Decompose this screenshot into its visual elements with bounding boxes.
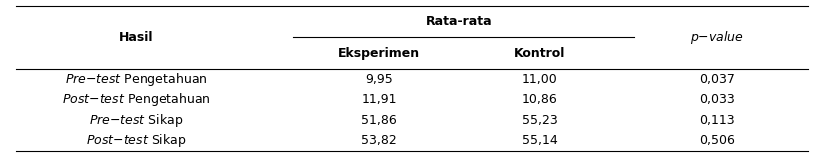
Text: $\it{Post}$$\it{-}$$\it{test}$ Sikap: $\it{Post}$$\it{-}$$\it{test}$ Sikap: [86, 132, 186, 149]
Text: Kontrol: Kontrol: [514, 47, 565, 60]
Text: 11,91: 11,91: [361, 93, 397, 106]
Text: $\it{Pre}$$\it{-}$$\it{test}$ Sikap: $\it{Pre}$$\it{-}$$\it{test}$ Sikap: [89, 112, 183, 129]
Text: 11,00: 11,00: [522, 73, 558, 86]
Text: 55,23: 55,23: [522, 114, 558, 127]
Text: $\mathbf{\it{p}}$$\mathbf{\it{-value}}$: $\mathbf{\it{p}}$$\mathbf{\it{-value}}$: [690, 29, 744, 46]
Text: 53,82: 53,82: [361, 134, 397, 147]
Text: 10,86: 10,86: [522, 93, 558, 106]
Text: $\it{Post}$$\it{-}$$\it{test}$ Pengetahuan: $\it{Post}$$\it{-}$$\it{test}$ Pengetahu…: [62, 91, 210, 108]
Text: Rata-rata: Rata-rata: [426, 15, 493, 28]
Text: 0,506: 0,506: [699, 134, 735, 147]
Text: 51,86: 51,86: [361, 114, 397, 127]
Text: Hasil: Hasil: [119, 31, 153, 44]
Text: $\it{Pre}$$\it{-}$$\it{test}$ Pengetahuan: $\it{Pre}$$\it{-}$$\it{test}$ Pengetahua…: [65, 71, 207, 88]
Text: 9,95: 9,95: [365, 73, 393, 86]
Text: 0,037: 0,037: [699, 73, 735, 86]
Text: 0,033: 0,033: [699, 93, 735, 106]
Text: Eksperimen: Eksperimen: [338, 47, 420, 60]
Text: 0,113: 0,113: [699, 114, 735, 127]
Text: 55,14: 55,14: [522, 134, 558, 147]
